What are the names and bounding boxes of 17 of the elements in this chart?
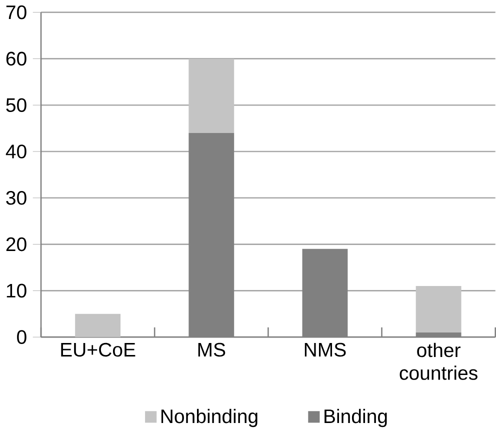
- x-tick-label: MS: [198, 342, 226, 357]
- y-tick-label: 50: [6, 98, 26, 112]
- bar: [416, 286, 462, 332]
- y-tick-label: 40: [6, 144, 26, 158]
- x-tick-label: EU+CoE: [61, 342, 136, 357]
- y-tick-label: 30: [6, 191, 26, 205]
- bar: [188, 58, 234, 133]
- y-tick-label: 70: [6, 5, 26, 20]
- legend-label: Binding: [324, 408, 387, 428]
- legend-label: Nonbinding: [161, 408, 258, 428]
- x-tick-label: other countries: [400, 342, 478, 380]
- y-tick-label: 60: [6, 52, 26, 66]
- y-tick-label: 0: [17, 330, 26, 344]
- bar: [75, 314, 121, 338]
- y-tick-label: 10: [6, 284, 26, 298]
- x-tick-label: NMS: [304, 342, 346, 357]
- y-tick-label: 20: [6, 237, 26, 252]
